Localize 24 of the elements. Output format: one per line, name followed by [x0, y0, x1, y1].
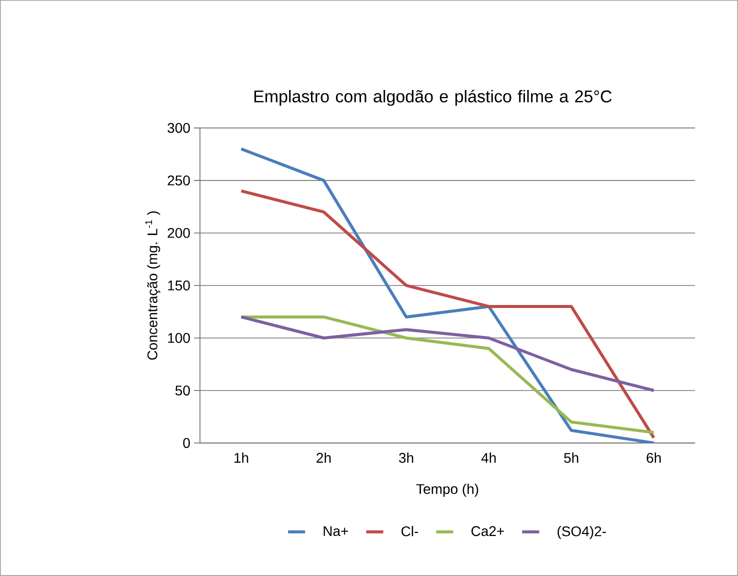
y-tick-label: 200 [168, 228, 190, 238]
y-tick-label: 50 [175, 386, 190, 396]
line-series [240, 316, 656, 392]
x-tick-label: 3h [399, 452, 414, 463]
legend-label: Na+ [324, 526, 348, 536]
x-tick-label: 1h [234, 452, 248, 463]
legend-label: Cl- [401, 526, 418, 536]
x-tick-label: 4h [481, 452, 496, 463]
y-tick-label: 0 [183, 438, 190, 448]
line-series [240, 316, 656, 434]
line-series [240, 189, 656, 440]
line-series [240, 147, 656, 444]
legend-label: (SO4)2- [558, 526, 606, 540]
y-tick-label: 300 [168, 122, 190, 133]
x-tick-label: 2h [316, 452, 331, 463]
y-axis-title: Concentração (mg. L$^{-1}$ ) [145, 211, 160, 360]
x-tick-label: 6h [646, 452, 661, 463]
legend-label: Ca2+ [471, 526, 504, 536]
y-tick-label: 150 [168, 280, 190, 290]
x-axis-title: Tempo (h) [416, 484, 478, 497]
chart-title: Emplastro com algodão e plástico filme a 25°C [254, 90, 612, 106]
y-tick-label: 100 [168, 333, 190, 343]
x-tick-label: 5h [564, 452, 578, 463]
y-tick-label: 250 [168, 175, 190, 186]
